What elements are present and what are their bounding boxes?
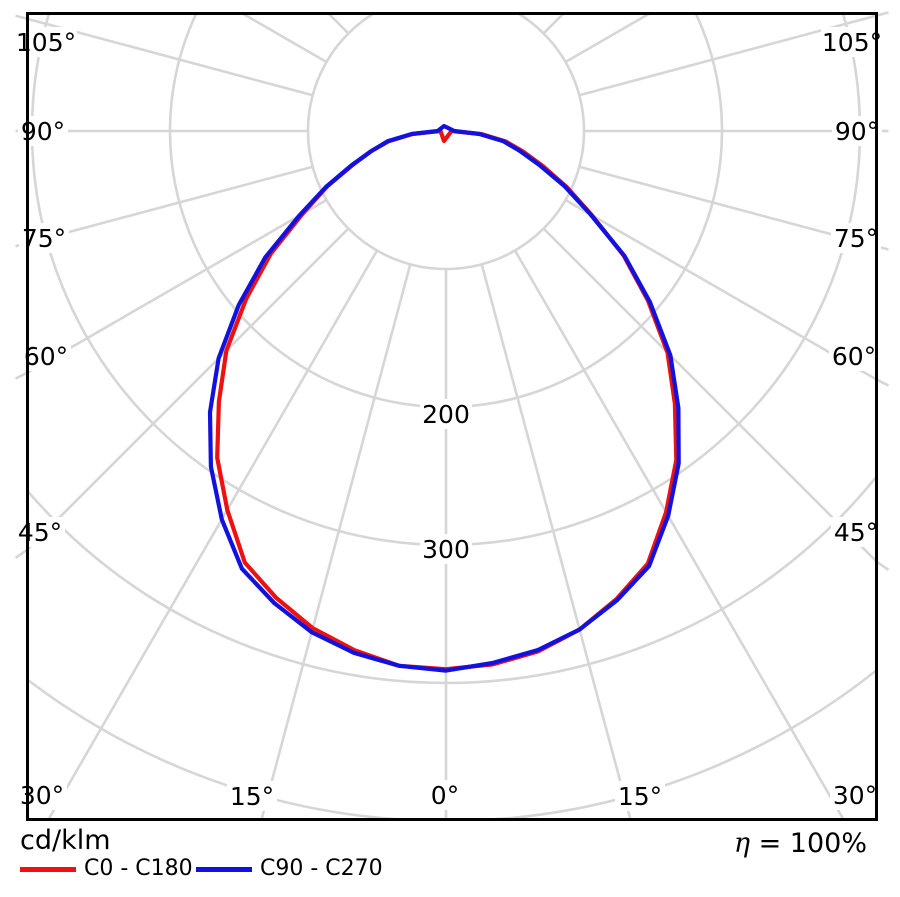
ring-value-label: 300: [422, 535, 470, 564]
eta-symbol: η: [733, 828, 751, 859]
angle-label: 105°: [16, 28, 76, 57]
angle-label-bg: [831, 517, 881, 547]
edge-tick: [875, 560, 890, 572]
angle-label: 15°: [618, 782, 662, 811]
angle-label-bg: [227, 781, 277, 811]
edge-tick: [14, 371, 29, 380]
legend-label-c0-c180: C0 - C180: [84, 856, 193, 881]
angle-label-bg: [821, 27, 883, 57]
angle-label-bg: [17, 780, 67, 810]
angle-label-bg: [420, 780, 470, 810]
ring-label-bg: [420, 399, 472, 429]
angle-label-bg: [831, 223, 881, 253]
efficiency-label: η = 100%: [734, 828, 867, 859]
angle-label: 30°: [833, 781, 877, 810]
curve-c90-c270: [207, 123, 681, 673]
legend-swatch-red-line: [20, 867, 76, 872]
angle-label-bg: [15, 27, 77, 57]
units-label: cd/klm: [20, 825, 111, 856]
angle-label-bg: [830, 780, 880, 810]
edge-tick: [876, 11, 889, 17]
angle-label-bg: [15, 517, 65, 547]
angle-label: 15°: [230, 782, 274, 811]
plot-frame: [26, 12, 878, 821]
edge-tick: [875, 378, 890, 387]
angle-label: 60°: [832, 342, 876, 371]
angle-label: 90°: [835, 117, 879, 146]
angle-label: 0°: [431, 781, 459, 810]
edge-tick: [15, 14, 28, 21]
edge-tick: [14, 548, 29, 560]
angle-label: 75°: [22, 224, 66, 253]
efficiency-value: = 100%: [750, 828, 867, 859]
angle-label-bg: [829, 341, 879, 371]
legend-swatch-blue-line: [196, 867, 252, 872]
ring-label-bg: [420, 534, 472, 564]
angle-label: 60°: [24, 342, 68, 371]
legend-label-c90-c270: C90 - C270: [260, 856, 383, 881]
angle-label: 45°: [834, 518, 878, 547]
ring-value-label: 200: [422, 400, 470, 429]
angle-label: 105°: [822, 28, 882, 57]
angle-label-bg: [615, 781, 665, 811]
angle-label: 75°: [834, 224, 878, 253]
angle-label-bg: [21, 341, 71, 371]
angle-label-bg: [832, 116, 882, 146]
angle-label: 45°: [18, 518, 62, 547]
